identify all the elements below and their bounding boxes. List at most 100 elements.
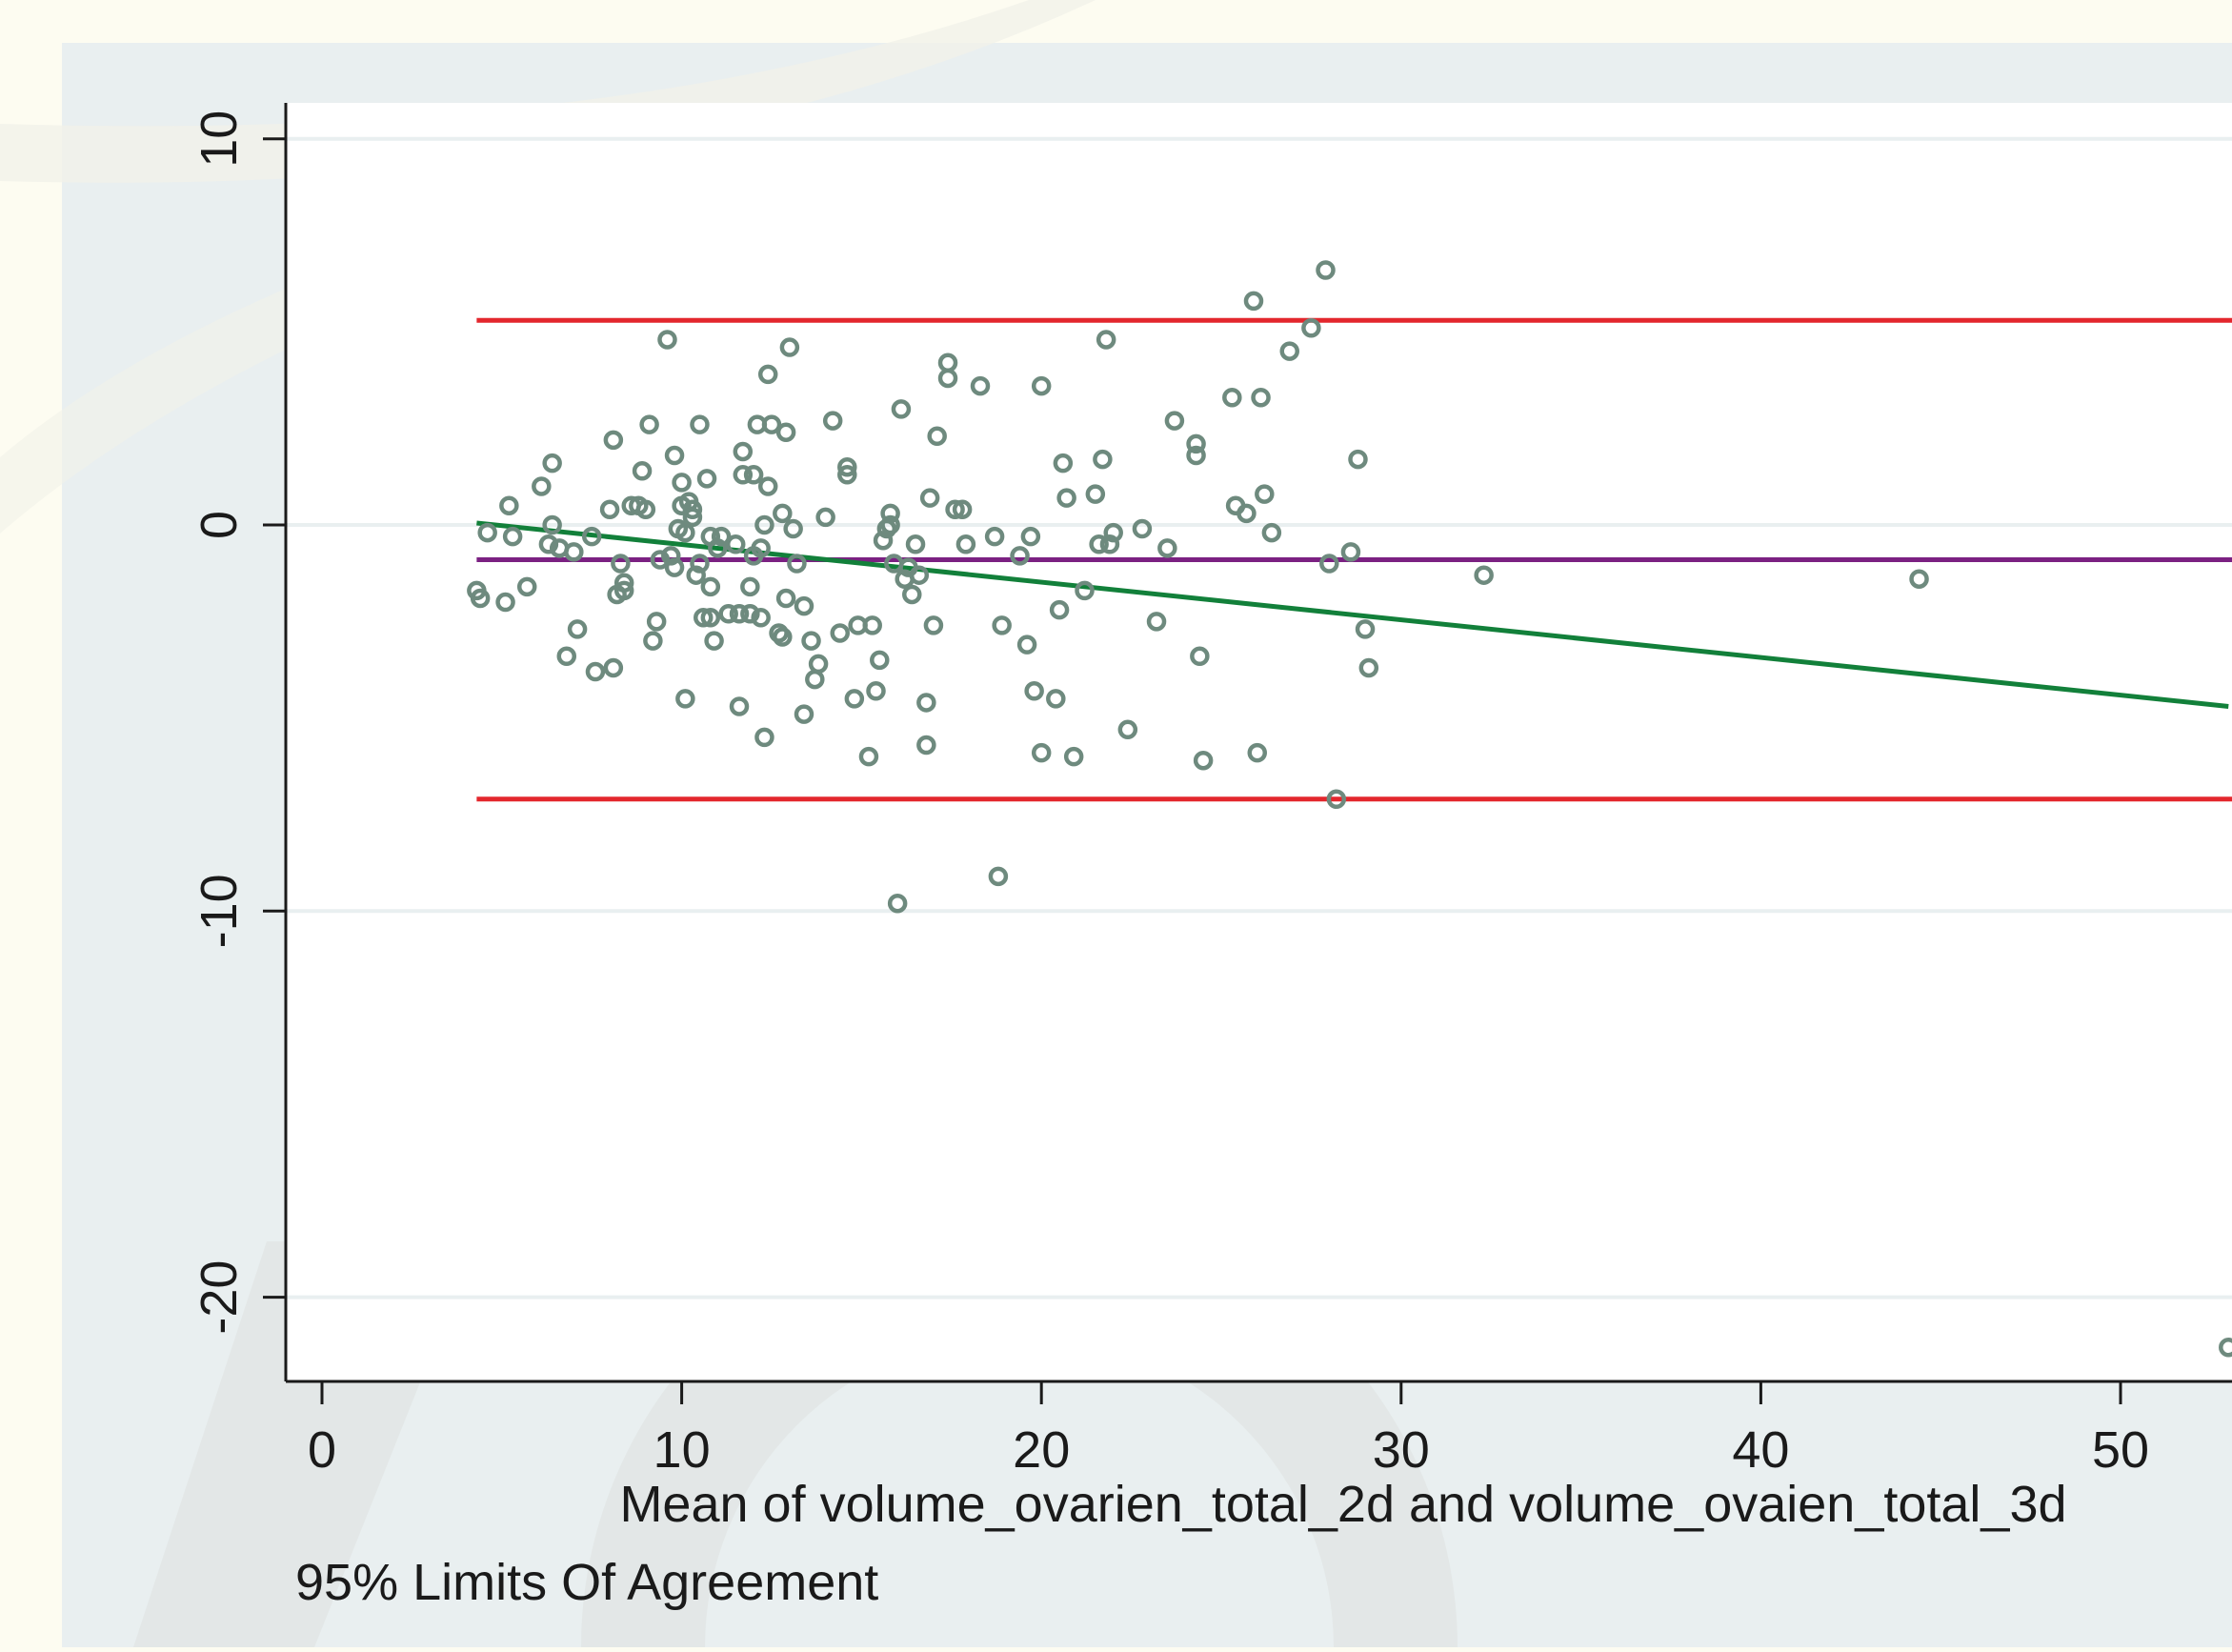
data-point <box>1046 689 1066 709</box>
data-point <box>686 565 706 585</box>
data-point <box>696 469 717 489</box>
data-point <box>955 534 976 554</box>
data-point <box>822 411 843 431</box>
data-point <box>1056 488 1076 508</box>
data-point <box>632 461 653 481</box>
data-point <box>1132 518 1153 539</box>
x-tick-label: 0 <box>308 1421 336 1479</box>
x-tick-label: 30 <box>1373 1421 1430 1479</box>
data-point <box>952 499 973 520</box>
data-point <box>902 584 922 605</box>
data-point <box>599 499 620 520</box>
data-point <box>775 588 796 609</box>
data-point <box>729 696 750 716</box>
data-point <box>603 657 624 678</box>
data-point <box>1190 646 1210 667</box>
data-point <box>581 526 602 547</box>
chart-note: 95% Limits Of Agreement <box>295 1554 878 1611</box>
data-point <box>564 542 584 562</box>
data-point <box>1251 388 1271 408</box>
data-point <box>1222 388 1242 408</box>
y-tick-label: -10 <box>191 874 248 948</box>
data-point <box>1474 565 1494 585</box>
data-point <box>664 557 685 577</box>
data-point <box>919 488 940 508</box>
data-point <box>1089 534 1109 554</box>
data-point <box>801 631 821 651</box>
axes-layer: 10 0 -10 -20 0 10 20 30 40 50 <box>191 103 2232 1479</box>
data-point <box>495 592 515 613</box>
data-point <box>1049 599 1070 620</box>
data-point <box>1031 742 1052 763</box>
data-point <box>757 476 778 496</box>
data-point <box>567 619 588 639</box>
data-point <box>945 499 965 520</box>
x-tick-label: 20 <box>1013 1421 1070 1479</box>
data-point <box>1157 538 1177 558</box>
data-point <box>740 576 760 597</box>
x-tick-label: 40 <box>1732 1421 1789 1479</box>
data-point <box>787 554 807 574</box>
data-point <box>773 627 793 647</box>
data-point <box>830 623 850 643</box>
data-point <box>729 603 750 624</box>
data-point <box>1237 503 1257 524</box>
data-point <box>1010 546 1030 566</box>
data-point <box>538 534 559 554</box>
data-point <box>682 499 703 520</box>
y-tick-label: -20 <box>191 1260 248 1335</box>
data-point <box>1096 330 1116 350</box>
data-point <box>1326 789 1347 810</box>
data-point <box>757 364 778 385</box>
data-point <box>1261 522 1282 543</box>
data-point <box>700 576 721 597</box>
data-point <box>1348 449 1368 470</box>
data-point <box>905 534 926 554</box>
data-point <box>477 522 497 543</box>
data-point <box>542 453 562 473</box>
data-point <box>585 661 606 682</box>
data-point <box>613 580 634 601</box>
data-point <box>923 615 944 635</box>
data-point <box>675 689 695 709</box>
data-point <box>499 495 519 515</box>
data-point <box>704 631 724 651</box>
plot-background <box>286 103 2232 1381</box>
data-point <box>694 608 714 628</box>
data-point <box>837 456 857 477</box>
data-point <box>516 576 537 597</box>
data-point <box>1103 522 1123 543</box>
data-point <box>783 518 803 539</box>
data-point <box>808 654 829 675</box>
data-point <box>1316 260 1336 280</box>
data-point <box>887 893 908 914</box>
x-tick-label: 10 <box>654 1421 711 1479</box>
data-point <box>1024 681 1044 701</box>
data-point <box>1016 635 1037 655</box>
data-point <box>992 615 1012 635</box>
data-point <box>1085 484 1106 504</box>
grid-layer <box>286 136 2232 1299</box>
data-point <box>613 573 634 594</box>
data-point <box>1186 445 1206 466</box>
data-point <box>635 499 656 520</box>
data-point <box>682 507 703 528</box>
data-point <box>743 465 764 485</box>
data-point <box>909 565 930 585</box>
data-point <box>988 866 1009 887</box>
data-point <box>880 503 900 524</box>
data-point <box>916 693 936 713</box>
y-tick-label: 0 <box>191 511 248 539</box>
data-point <box>718 603 738 624</box>
data-point <box>556 646 577 667</box>
data-point <box>502 526 523 547</box>
data-point <box>761 414 782 434</box>
data-point <box>815 507 835 528</box>
data-point <box>661 546 681 566</box>
data-point <box>639 414 659 434</box>
data-point <box>837 465 857 485</box>
data-point <box>866 681 886 701</box>
data-point <box>643 631 663 651</box>
data-point <box>779 337 800 357</box>
